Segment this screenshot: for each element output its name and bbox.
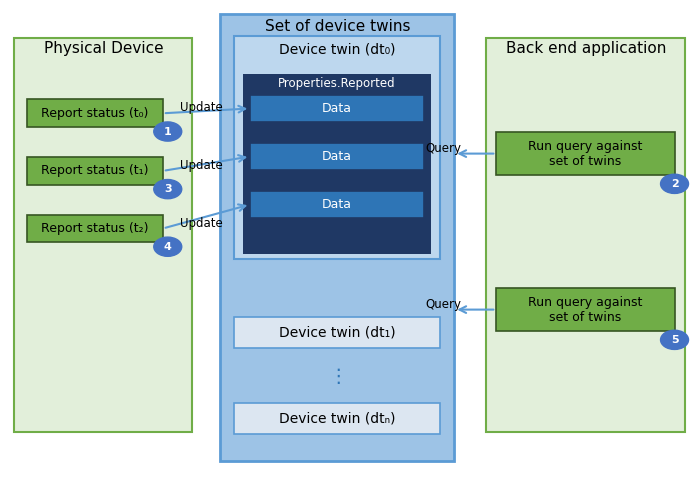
Text: Update: Update: [180, 101, 223, 115]
Bar: [496, 132, 675, 175]
Bar: [14, 38, 192, 432]
Text: Report status (t₁): Report status (t₁): [41, 164, 148, 178]
Text: 1: 1: [164, 127, 172, 136]
Text: Data: Data: [322, 150, 352, 163]
Bar: [243, 74, 431, 254]
Text: Set of device twins: Set of device twins: [265, 19, 410, 34]
Text: ⋮: ⋮: [328, 367, 347, 386]
Circle shape: [154, 237, 182, 256]
Bar: [250, 95, 424, 122]
Bar: [250, 191, 424, 218]
Text: Update: Update: [180, 216, 223, 230]
Text: 4: 4: [164, 242, 172, 252]
Text: Back end application: Back end application: [505, 40, 666, 56]
Circle shape: [154, 122, 182, 141]
Bar: [250, 143, 424, 170]
Bar: [27, 157, 163, 185]
Text: 5: 5: [671, 335, 678, 345]
Text: Properties.Reported: Properties.Reported: [278, 77, 396, 90]
Bar: [234, 36, 440, 259]
Text: Query: Query: [425, 298, 461, 312]
Text: Device twin (dt₁): Device twin (dt₁): [280, 325, 396, 339]
Text: 3: 3: [164, 184, 171, 194]
Circle shape: [661, 174, 689, 193]
Bar: [27, 215, 163, 242]
Text: Data: Data: [322, 198, 352, 211]
Bar: [486, 38, 685, 432]
Bar: [234, 317, 440, 348]
Text: 2: 2: [670, 179, 679, 189]
Text: Update: Update: [180, 159, 223, 172]
Text: Report status (t₀): Report status (t₀): [41, 107, 148, 120]
Text: Run query against
set of twins: Run query against set of twins: [528, 296, 642, 324]
Text: Device twin (dt₀): Device twin (dt₀): [280, 43, 396, 57]
Bar: [220, 14, 454, 461]
Bar: [27, 99, 163, 127]
Bar: [234, 403, 440, 434]
Text: Data: Data: [322, 102, 352, 115]
Bar: [496, 288, 675, 331]
Circle shape: [154, 180, 182, 199]
Text: Query: Query: [425, 142, 461, 156]
Circle shape: [661, 330, 689, 349]
Text: Run query against
set of twins: Run query against set of twins: [528, 140, 642, 168]
Text: Device twin (dtₙ): Device twin (dtₙ): [280, 411, 396, 426]
Text: Report status (t₂): Report status (t₂): [41, 222, 148, 235]
Text: Physical Device: Physical Device: [43, 40, 164, 56]
